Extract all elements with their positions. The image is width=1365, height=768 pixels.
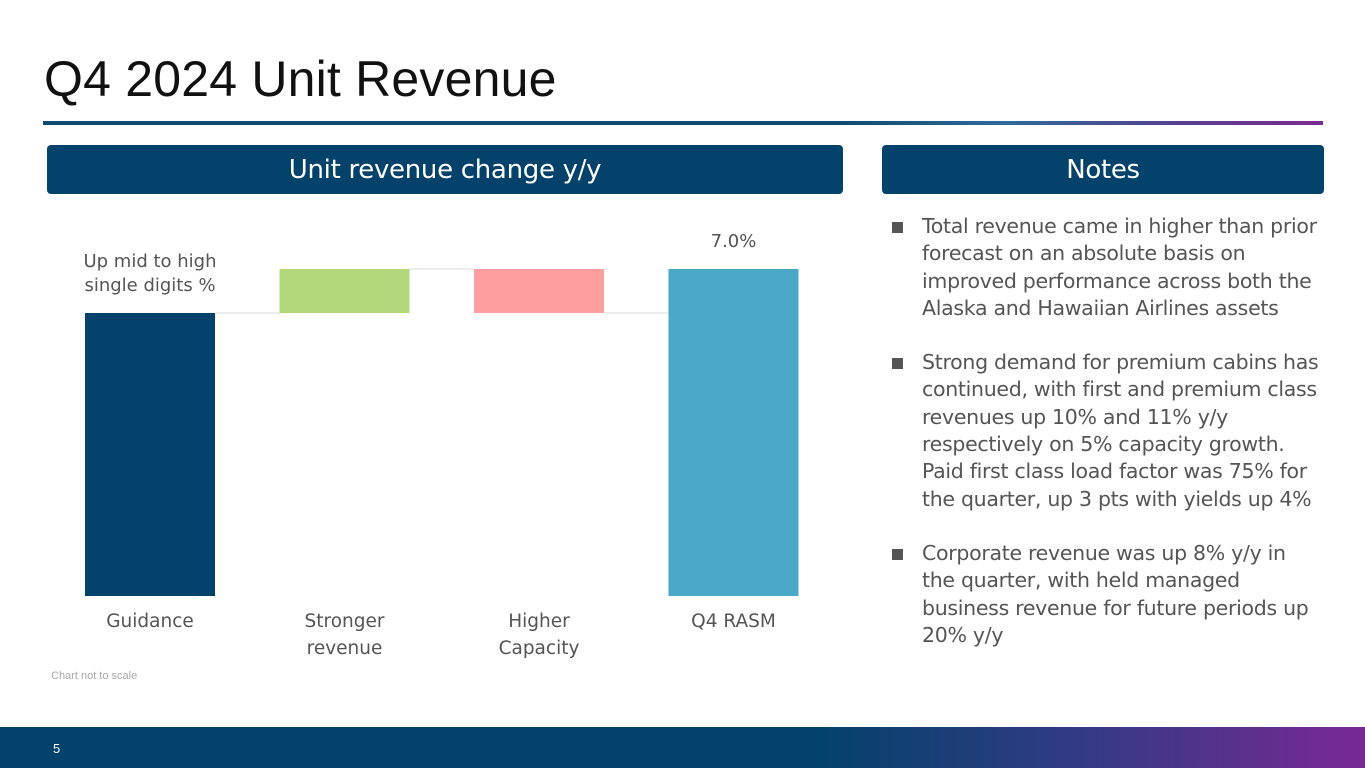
bar-2 bbox=[279, 269, 410, 313]
page-title: Q4 2024 Unit Revenue bbox=[44, 51, 557, 107]
x-tick-label: Q4 RASM bbox=[691, 611, 776, 632]
notes-panel-header: Notes bbox=[882, 145, 1324, 194]
bar-3 bbox=[474, 269, 604, 313]
note-text: Strong demand for premium cabins has con… bbox=[922, 350, 1319, 511]
note-text: Corporate revenue was up 8% y/y in the q… bbox=[922, 540, 1309, 647]
footer-bar: 5 bbox=[0, 727, 1365, 768]
square-bullet-icon bbox=[892, 358, 903, 370]
note-text: Total revenue came in higher than prior … bbox=[922, 214, 1317, 320]
data-label: 7.0% bbox=[711, 231, 757, 252]
note-item: Total revenue came in higher than prior … bbox=[890, 213, 1320, 322]
note-item: Corporate revenue was up 8% y/y in the q… bbox=[890, 540, 1320, 649]
x-tick-label: Stronger revenue bbox=[305, 611, 385, 659]
x-tick-label: Higher Capacity bbox=[499, 611, 580, 659]
bar-1 bbox=[85, 313, 215, 596]
chart-panel-header: Unit revenue change y/y bbox=[47, 145, 843, 194]
data-label: Up mid to high single digits % bbox=[83, 251, 216, 296]
x-tick-label: Guidance bbox=[106, 611, 194, 632]
notes-list: Total revenue came in higher than prior … bbox=[890, 213, 1320, 676]
waterfall-chart: Guidance Stronger revenue Higher Capacity Q4 … bbox=[83, 231, 799, 659]
bar-4 bbox=[668, 269, 799, 596]
title-divider bbox=[43, 121, 1323, 125]
chart-footnote: Chart not to scale bbox=[51, 670, 138, 682]
square-bullet-icon bbox=[892, 548, 903, 560]
page-number: 5 bbox=[53, 741, 61, 756]
square-bullet-icon bbox=[892, 222, 903, 233]
note-item: Strong demand for premium cabins has con… bbox=[890, 349, 1320, 513]
